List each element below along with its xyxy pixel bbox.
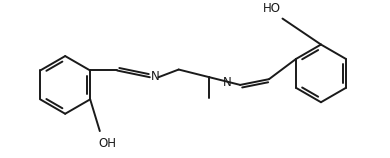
Text: N: N	[223, 76, 232, 89]
Text: HO: HO	[262, 2, 280, 15]
Text: N: N	[151, 70, 160, 83]
Text: OH: OH	[98, 137, 116, 150]
